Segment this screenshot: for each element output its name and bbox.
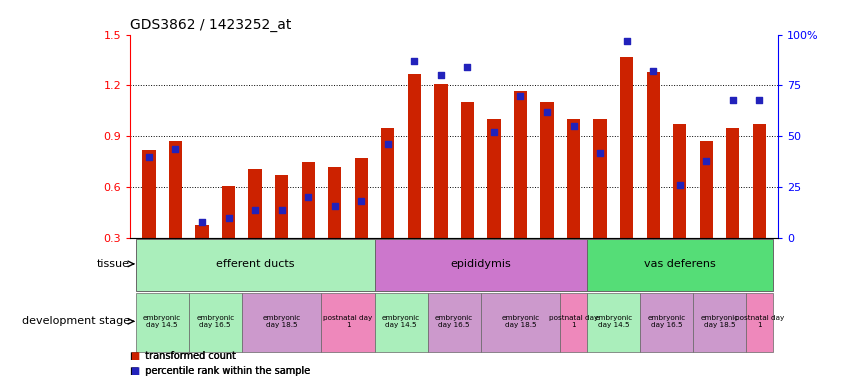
Point	[222, 215, 235, 221]
Bar	[461, 103, 474, 238]
Point	[328, 202, 341, 209]
Bar	[647, 72, 660, 238]
Point	[567, 123, 580, 129]
Point	[142, 154, 156, 160]
FancyBboxPatch shape	[135, 239, 374, 291]
FancyBboxPatch shape	[321, 293, 374, 352]
Point	[514, 93, 527, 99]
Bar	[567, 119, 580, 238]
Bar	[594, 119, 606, 238]
Text: development stage: development stage	[22, 316, 130, 326]
Point	[355, 199, 368, 205]
Bar	[408, 74, 421, 238]
Text: embryonic
day 18.5: embryonic day 18.5	[701, 315, 738, 328]
Bar	[434, 84, 447, 238]
Text: postnatal day
1: postnatal day 1	[735, 315, 784, 328]
Point	[195, 219, 209, 225]
Bar	[620, 56, 633, 238]
Point	[594, 149, 607, 156]
Text: tissue: tissue	[97, 259, 130, 269]
FancyBboxPatch shape	[587, 239, 773, 291]
Text: ■  transformed count: ■ transformed count	[130, 351, 236, 361]
Bar	[328, 167, 341, 238]
Bar	[514, 91, 527, 238]
Point	[487, 129, 500, 135]
Point	[248, 207, 262, 213]
Point	[647, 68, 660, 74]
Text: transformed count: transformed count	[145, 351, 236, 361]
Text: embryonic
day 14.5: embryonic day 14.5	[595, 315, 632, 328]
Point	[275, 207, 288, 213]
Point	[753, 97, 766, 103]
Point	[169, 146, 182, 152]
Text: percentile rank within the sample: percentile rank within the sample	[145, 366, 310, 376]
Text: embryonic
day 16.5: embryonic day 16.5	[196, 315, 235, 328]
Point	[434, 72, 447, 78]
Bar	[673, 124, 686, 238]
Text: ■: ■	[130, 366, 140, 376]
Bar	[700, 141, 713, 238]
Bar	[222, 185, 235, 238]
Text: epididymis: epididymis	[450, 259, 511, 269]
Point	[540, 109, 553, 115]
Text: embryonic
day 14.5: embryonic day 14.5	[382, 315, 420, 328]
Text: GDS3862 / 1423252_at: GDS3862 / 1423252_at	[130, 18, 292, 32]
Text: embryonic
day 18.5: embryonic day 18.5	[501, 315, 540, 328]
Bar	[142, 150, 156, 238]
Point	[301, 194, 315, 200]
Point	[461, 64, 474, 70]
FancyBboxPatch shape	[746, 293, 773, 352]
Bar	[169, 141, 182, 238]
Text: embryonic
day 16.5: embryonic day 16.5	[435, 315, 473, 328]
Point	[620, 38, 633, 44]
Bar	[195, 225, 209, 238]
Bar	[302, 162, 315, 238]
Point	[726, 97, 739, 103]
FancyBboxPatch shape	[374, 293, 427, 352]
FancyBboxPatch shape	[587, 293, 640, 352]
FancyBboxPatch shape	[693, 293, 746, 352]
Text: ■: ■	[130, 351, 140, 361]
FancyBboxPatch shape	[560, 293, 587, 352]
Text: embryonic
day 16.5: embryonic day 16.5	[648, 315, 685, 328]
Point	[673, 182, 686, 188]
Bar	[355, 158, 368, 238]
Bar	[275, 175, 288, 238]
Text: postnatal day
1: postnatal day 1	[549, 315, 598, 328]
Bar	[248, 169, 262, 238]
Text: vas deferens: vas deferens	[644, 259, 716, 269]
Point	[700, 158, 713, 164]
Point	[408, 58, 421, 64]
Text: efferent ducts: efferent ducts	[216, 259, 294, 269]
FancyBboxPatch shape	[427, 293, 481, 352]
Bar	[381, 128, 394, 238]
FancyBboxPatch shape	[640, 293, 693, 352]
Text: embryonic
day 14.5: embryonic day 14.5	[143, 315, 182, 328]
FancyBboxPatch shape	[135, 293, 188, 352]
Text: embryonic
day 18.5: embryonic day 18.5	[262, 315, 301, 328]
FancyBboxPatch shape	[481, 293, 560, 352]
FancyBboxPatch shape	[374, 239, 587, 291]
Bar	[753, 124, 766, 238]
Bar	[726, 128, 739, 238]
Bar	[487, 119, 500, 238]
FancyBboxPatch shape	[242, 293, 321, 352]
FancyBboxPatch shape	[188, 293, 242, 352]
Text: postnatal day
1: postnatal day 1	[323, 315, 373, 328]
Text: ■  percentile rank within the sample: ■ percentile rank within the sample	[130, 366, 311, 376]
Bar	[541, 103, 553, 238]
Point	[381, 141, 394, 147]
